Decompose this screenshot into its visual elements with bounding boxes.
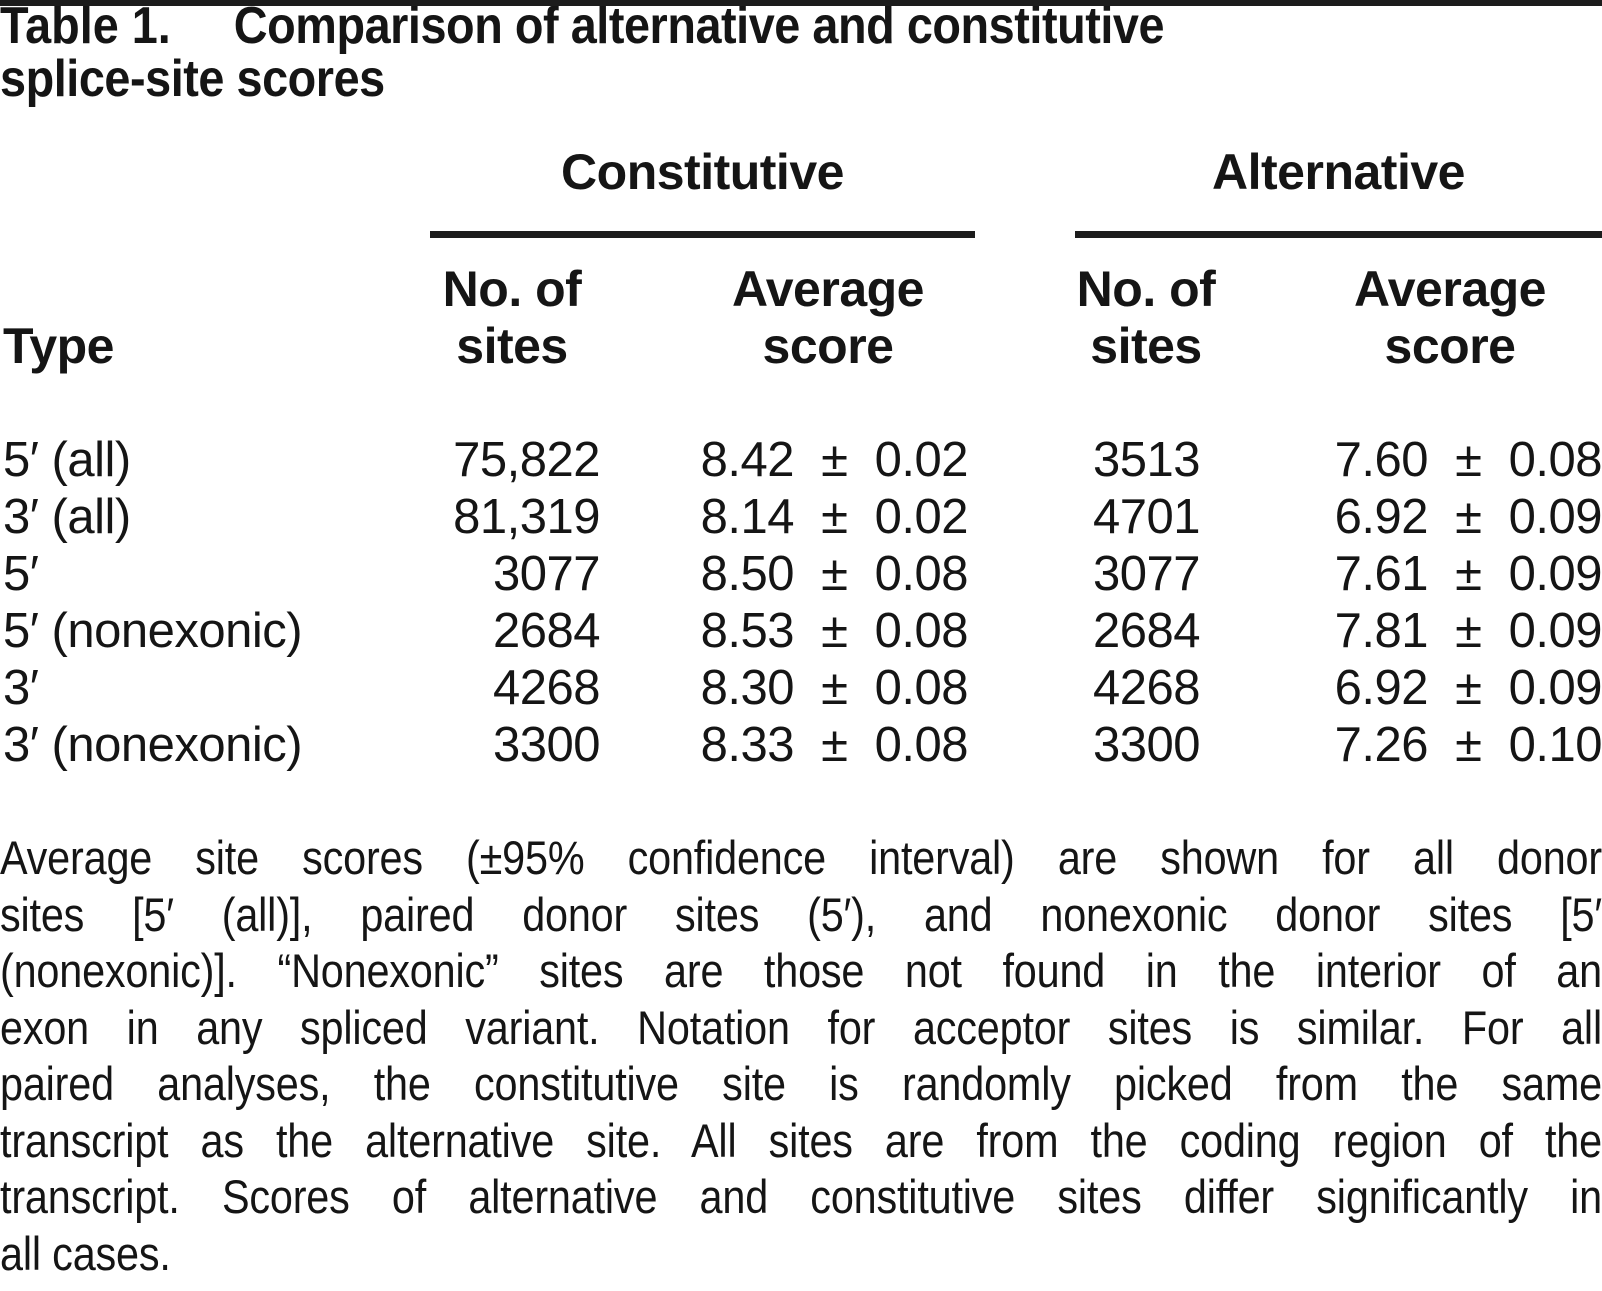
footnote-line: sites [5′ (all)], paired donor sites (5′… [0, 887, 1602, 941]
column-header-type: Type [3, 318, 115, 374]
table-row: 3′ 4268 8.30 ± 0.08 4268 6.92 ± 0.09 [0, 660, 1602, 717]
table-row: 5′ (nonexonic) 2684 8.53 ± 0.08 2684 7.8… [0, 603, 1602, 660]
cell-constitutive-score: 8.30 ± 0.08 [700, 661, 969, 715]
cell-constitutive-sites: 2684 [492, 604, 601, 658]
table-row: 5′ (all) 75,822 8.42 ± 0.02 3513 7.60 ± … [0, 432, 1602, 489]
cell-constitutive-sites: 3077 [492, 547, 601, 601]
rule-bottom [0, 0, 1602, 6]
table-number: Table 1. [0, 0, 171, 55]
spanner-rule-alternative [1075, 231, 1602, 238]
cell-alternative-sites: 2684 [1092, 604, 1201, 658]
cell-constitutive-sites: 4268 [492, 661, 601, 715]
cell-type: 3′ (nonexonic) [3, 718, 303, 772]
cell-constitutive-score: 8.42 ± 0.02 [700, 433, 969, 487]
column-header-constitutive-sites: No. of sites [442, 261, 582, 374]
cell-alternative-score: 7.81 ± 0.09 [1334, 604, 1602, 658]
footnote-line: (nonexonic)]. “Nonexonic” sites are thos… [0, 944, 1602, 997]
cell-alternative-sites: 3513 [1092, 433, 1201, 487]
cell-constitutive-score: 8.14 ± 0.02 [700, 490, 969, 544]
column-header-alternative-score: Average score [1354, 261, 1546, 374]
spanner-rule-constitutive [430, 231, 975, 238]
cell-constitutive-score: 8.50 ± 0.08 [700, 547, 969, 601]
cell-alternative-score: 7.60 ± 0.08 [1334, 433, 1602, 487]
footnote-line: paired analyses, the constitutive site i… [0, 1057, 1602, 1110]
footnote-line: transcript as the alternative site. All … [0, 1113, 1602, 1167]
cell-type: 5′ (all) [3, 433, 131, 487]
cell-alternative-score: 6.92 ± 0.09 [1334, 490, 1602, 544]
spanner-alternative: Alternative [1212, 144, 1465, 200]
table-body: 5′ (all) 75,822 8.42 ± 0.02 3513 7.60 ± … [0, 432, 1602, 774]
cell-type: 3′ [3, 661, 39, 715]
cell-type: 5′ [3, 547, 39, 601]
table-row: 3′ (all) 81,319 8.14 ± 0.02 4701 6.92 ± … [0, 489, 1602, 546]
cell-alternative-score: 7.61 ± 0.09 [1334, 547, 1602, 601]
footnote-line: exon in any spliced variant. Notation fo… [0, 1000, 1602, 1054]
table-row: 3′ (nonexonic) 3300 8.33 ± 0.08 3300 7.2… [0, 717, 1602, 774]
cell-type: 5′ (nonexonic) [3, 604, 303, 658]
cell-alternative-score: 7.26 ± 0.10 [1334, 718, 1602, 772]
cell-alternative-sites: 3077 [1092, 547, 1201, 601]
table-row: 5′ 3077 8.50 ± 0.08 3077 7.61 ± 0.09 [0, 546, 1602, 603]
footnote-line: all cases. [0, 1226, 171, 1280]
table-title: Table 1. Comparison of alternative and co… [0, 0, 1602, 106]
cell-alternative-score: 6.92 ± 0.09 [1334, 661, 1602, 715]
footnote-line: transcript. Scores of alternative and co… [0, 1170, 1602, 1223]
cell-constitutive-score: 8.33 ± 0.08 [700, 718, 969, 772]
cell-alternative-sites: 4268 [1092, 661, 1201, 715]
footnote-line: Average site scores (±95% confidence int… [0, 831, 1602, 884]
cell-constitutive-sites: 75,822 [453, 433, 600, 487]
spanner-constitutive: Constitutive [561, 144, 844, 200]
cell-constitutive-sites: 81,319 [453, 490, 600, 544]
cell-alternative-sites: 3300 [1092, 718, 1201, 772]
column-header-constitutive-score: Average score [732, 261, 924, 374]
column-header-alternative-sites: No. of sites [1076, 261, 1216, 374]
table-footnote: Average site scores (±95% confidence int… [0, 830, 1602, 1282]
cell-constitutive-score: 8.53 ± 0.08 [700, 604, 969, 658]
cell-alternative-sites: 4701 [1092, 490, 1201, 544]
cell-type: 3′ (all) [3, 490, 131, 544]
cell-constitutive-sites: 3300 [492, 718, 601, 772]
table-caption: Comparison of alternative and constituti… [0, 0, 1165, 108]
